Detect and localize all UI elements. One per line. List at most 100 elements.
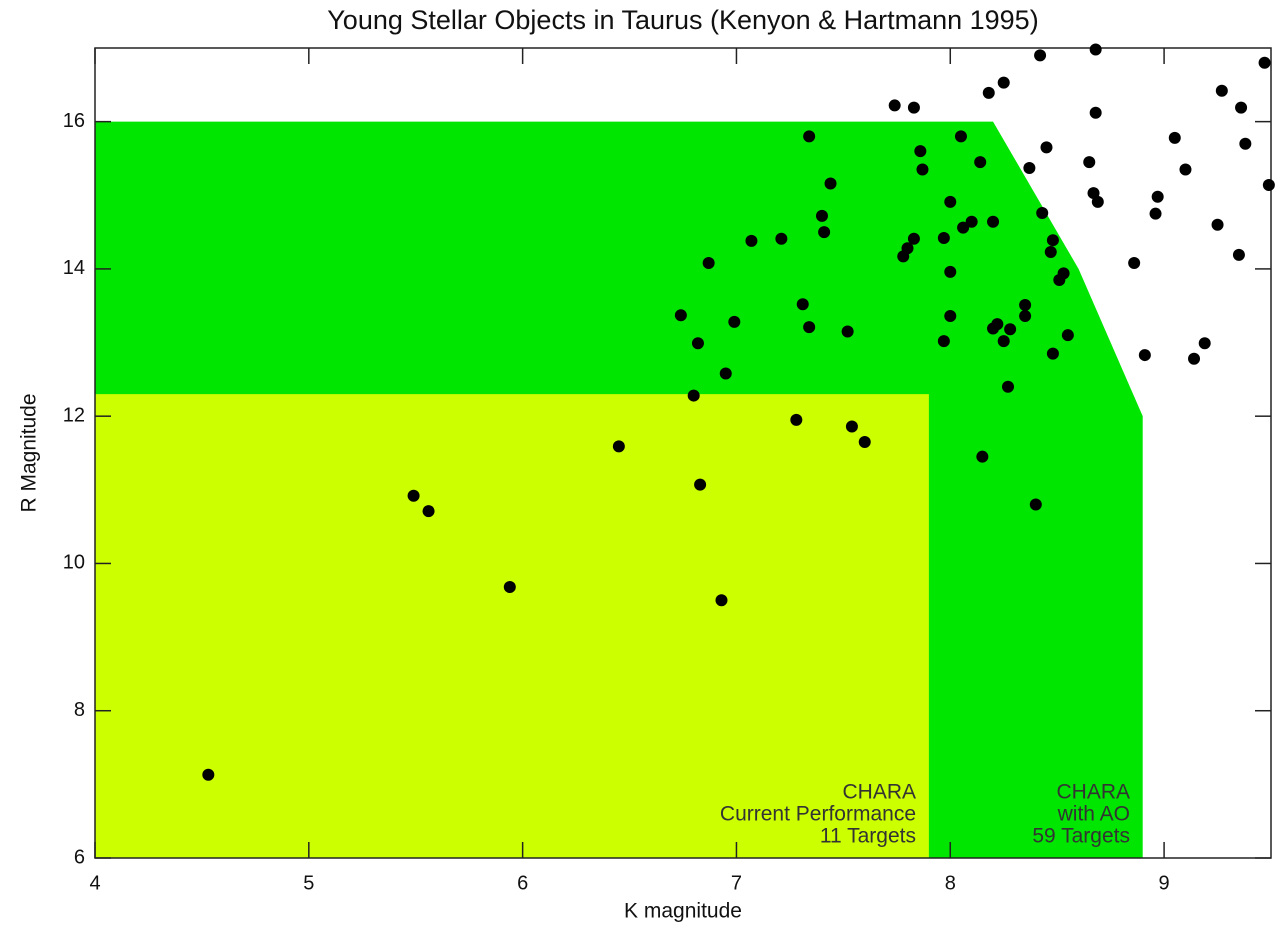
point — [1089, 106, 1102, 119]
point — [1239, 137, 1252, 150]
point — [824, 177, 837, 190]
x-tick-label: 4 — [89, 872, 100, 894]
point — [1083, 156, 1096, 169]
point — [997, 76, 1010, 89]
point — [503, 581, 516, 594]
point — [803, 321, 816, 334]
plot-frame — [94, 47, 1272, 859]
point — [957, 221, 970, 234]
point — [818, 226, 831, 239]
point — [1040, 141, 1053, 154]
point — [1002, 380, 1015, 393]
x-tick-label: 5 — [303, 872, 314, 894]
point — [1044, 245, 1057, 258]
point — [1258, 56, 1271, 69]
x-tick-label: 8 — [945, 872, 956, 894]
point — [858, 435, 871, 448]
annotation: CHARA — [842, 781, 916, 804]
point — [1057, 267, 1070, 280]
point — [1168, 131, 1181, 144]
point — [888, 99, 901, 112]
point — [1188, 352, 1201, 365]
annotation: CHARA — [1056, 781, 1130, 804]
point — [790, 413, 803, 426]
point — [974, 156, 987, 169]
point — [702, 257, 715, 270]
point — [1019, 298, 1032, 311]
point — [715, 594, 728, 607]
point — [1019, 310, 1032, 323]
point — [1215, 84, 1228, 97]
point — [687, 389, 700, 402]
y-axis-label: R Magnitude — [18, 393, 41, 512]
point — [803, 130, 816, 143]
point — [987, 215, 1000, 228]
point — [997, 335, 1010, 348]
point — [1232, 248, 1245, 261]
point — [914, 145, 927, 158]
point — [965, 215, 978, 228]
region — [95, 394, 929, 858]
y-tick-label: 14 — [63, 257, 85, 279]
point — [1089, 43, 1102, 56]
point — [1211, 218, 1224, 231]
point — [841, 325, 854, 338]
annotation: Current Performance — [720, 803, 916, 826]
point — [1149, 207, 1162, 220]
point — [1091, 195, 1104, 208]
chart-title: Young Stellar Objects in Taurus (Kenyon … — [327, 5, 1038, 35]
y-tick-label: 10 — [63, 552, 85, 574]
point — [991, 318, 1004, 331]
y-tick-label: 16 — [63, 110, 85, 132]
annotation: 59 Targets — [1032, 825, 1130, 848]
annotation: with AO — [1057, 803, 1130, 826]
x-axis-label: K magnitude — [624, 900, 742, 923]
point — [815, 209, 828, 222]
point — [728, 315, 741, 328]
point — [982, 86, 995, 99]
point — [719, 367, 732, 380]
point — [1198, 337, 1211, 350]
point — [937, 231, 950, 244]
point — [1034, 49, 1047, 62]
point — [422, 505, 435, 518]
x-tick-label: 7 — [731, 872, 742, 894]
point — [937, 335, 950, 348]
point — [944, 265, 957, 278]
point — [694, 478, 707, 491]
x-tick-label: 9 — [1159, 872, 1170, 894]
point — [1138, 349, 1151, 362]
point — [976, 450, 989, 463]
point — [1151, 190, 1164, 203]
point — [1046, 347, 1059, 360]
point — [1061, 329, 1074, 342]
point — [1036, 206, 1049, 219]
point — [1262, 178, 1275, 191]
point — [612, 440, 625, 453]
point — [691, 337, 704, 350]
point — [1046, 234, 1059, 247]
point — [1023, 162, 1036, 175]
point — [907, 232, 920, 245]
point — [954, 130, 967, 143]
y-tick-label: 6 — [74, 846, 85, 868]
point — [674, 309, 687, 322]
point — [901, 242, 914, 255]
point — [796, 298, 809, 311]
point — [775, 232, 788, 245]
point — [1128, 257, 1141, 270]
point — [1179, 163, 1192, 176]
point — [845, 420, 858, 433]
point — [1235, 101, 1248, 114]
point — [1004, 323, 1017, 336]
y-tick-label: 8 — [74, 699, 85, 721]
point — [916, 163, 929, 176]
y-tick-label: 12 — [63, 404, 85, 426]
point — [202, 768, 215, 781]
x-tick-label: 6 — [517, 872, 528, 894]
point — [407, 489, 420, 502]
point — [1029, 498, 1042, 511]
point — [907, 101, 920, 114]
point — [944, 310, 957, 323]
